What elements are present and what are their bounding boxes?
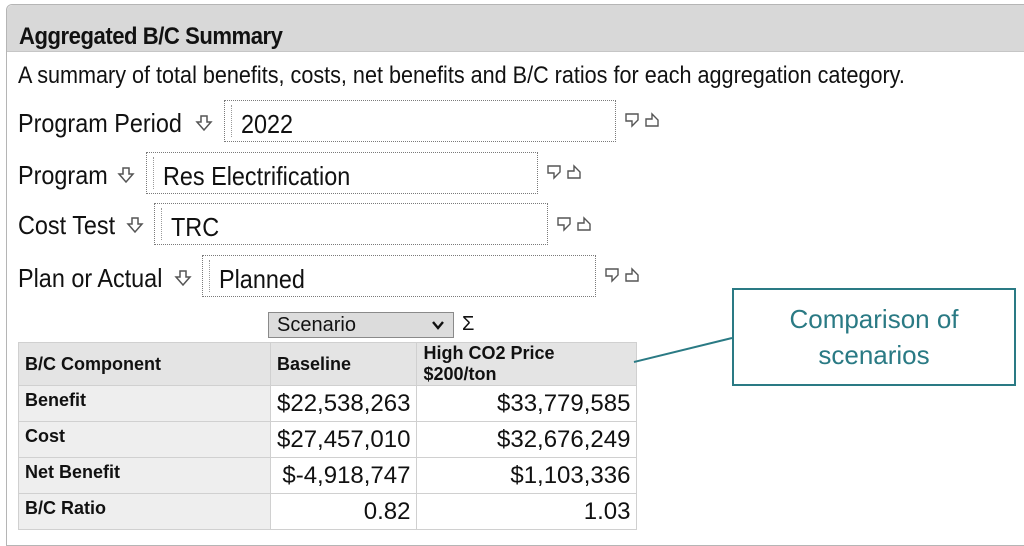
cell-bc-ratio-high: 1.03	[416, 493, 638, 530]
chevron-down-icon	[432, 321, 444, 330]
row-label-benefit: Benefit	[18, 385, 271, 422]
cell-net-benefit-high: $1,103,336	[416, 457, 638, 494]
cost-test-value: TRC	[171, 212, 220, 242]
row-label-net-benefit: Net Benefit	[18, 457, 271, 494]
callout-line-1: Comparison of	[789, 304, 959, 334]
down-arrow-icon[interactable]	[117, 166, 135, 184]
filter-label-program-period: Program Period	[18, 108, 182, 138]
column-header-baseline[interactable]: Baseline	[269, 342, 418, 386]
callout-line-2: scenarios	[818, 340, 930, 370]
down-arrow-icon[interactable]	[174, 269, 192, 287]
row-label-bc-ratio: B/C Ratio	[18, 493, 271, 530]
plan-or-actual-filter[interactable]: Planned	[202, 255, 596, 297]
program-period-value: 2022	[241, 109, 294, 139]
sigma-icon[interactable]: Σ	[462, 313, 475, 335]
drill-up-icon[interactable]	[644, 112, 660, 128]
cost-test-nav	[556, 216, 596, 234]
drill-up-icon[interactable]	[566, 164, 582, 180]
program-period-nav	[624, 112, 664, 130]
table-header-row: B/C Component Baseline High CO2 Price $2…	[18, 342, 638, 386]
program-filter[interactable]: Res Electrification	[146, 152, 538, 194]
filter-label-program: Program	[18, 160, 108, 190]
drill-down-icon[interactable]	[624, 112, 640, 128]
column-header-high-co2[interactable]: High CO2 Price $200/ton	[416, 342, 638, 386]
program-period-filter[interactable]: 2022	[224, 100, 616, 142]
plan-or-actual-value: Planned	[219, 264, 305, 294]
callout-box: Comparison of scenarios	[732, 288, 1016, 386]
panel-description: A summary of total benefits, costs, net …	[18, 62, 905, 89]
cost-test-filter[interactable]: TRC	[154, 203, 548, 245]
cell-cost-baseline: $27,457,010	[269, 421, 418, 458]
filter-label-plan-or-actual: Plan or Actual	[18, 263, 163, 293]
program-value: Res Electrification	[163, 161, 351, 191]
drill-down-icon[interactable]	[546, 164, 562, 180]
bc-summary-table: B/C Component Baseline High CO2 Price $2…	[18, 342, 638, 530]
drill-up-icon[interactable]	[624, 267, 640, 283]
panel-title: Aggregated B/C Summary	[19, 23, 283, 50]
scenario-select-value: Scenario	[277, 314, 356, 336]
cell-cost-high: $32,676,249	[416, 421, 638, 458]
drill-up-icon[interactable]	[576, 216, 592, 232]
table-row: B/C Ratio 0.82 1.03	[18, 493, 638, 530]
down-arrow-icon[interactable]	[195, 114, 213, 132]
plan-or-actual-nav	[604, 267, 644, 285]
cell-benefit-baseline: $22,538,263	[269, 385, 418, 422]
row-label-cost: Cost	[18, 421, 271, 458]
scenario-select[interactable]: Scenario	[268, 312, 454, 338]
cell-net-benefit-baseline: $-4,918,747	[269, 457, 418, 494]
table-row: Net Benefit $-4,918,747 $1,103,336	[18, 457, 638, 494]
drill-down-icon[interactable]	[604, 267, 620, 283]
panel-header: Aggregated B/C Summary	[7, 5, 1024, 52]
cell-bc-ratio-baseline: 0.82	[269, 493, 418, 530]
drill-down-icon[interactable]	[556, 216, 572, 232]
table-row: Cost $27,457,010 $32,676,249	[18, 421, 638, 458]
filter-label-cost-test: Cost Test	[18, 210, 116, 240]
column-header-component[interactable]: B/C Component	[18, 342, 271, 386]
table-row: Benefit $22,538,263 $33,779,585	[18, 385, 638, 422]
cell-benefit-high: $33,779,585	[416, 385, 638, 422]
program-nav	[546, 164, 586, 182]
down-arrow-icon[interactable]	[126, 216, 144, 234]
